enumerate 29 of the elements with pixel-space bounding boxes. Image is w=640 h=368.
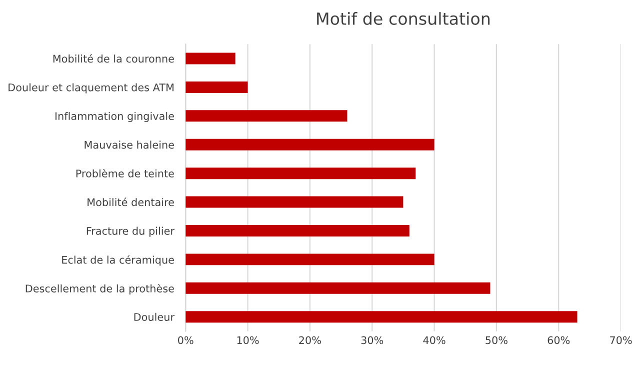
bar [186,52,236,64]
bar [186,81,248,93]
x-tick-label: 60% [548,336,570,344]
x-tick-label: 20% [299,336,321,344]
y-tick-label: Descellement de la prothèse [26,284,174,294]
y-tick-label: Fracture du pilier [86,226,174,237]
bar [186,224,410,236]
y-tick-label: Mobilité dentaire [88,198,174,206]
bar [186,196,404,208]
x-tick-label: 0% [178,336,194,344]
y-tick-label: Douleur et claquement des ATM [8,83,174,94]
x-tick-label: 30% [361,336,384,344]
bar [186,138,434,150]
bar [186,282,490,294]
bar [186,168,416,180]
y-tick-label: Mobilité de la couronne [53,54,174,63]
y-tick-label: Mauvaise haleine [84,140,174,149]
y-tick-label: Douleur [134,312,174,321]
y-tick-label: Problème de teinte [76,168,174,178]
x-tick-label: 10% [237,336,259,344]
chart-title: Motif de consultation [317,12,490,25]
y-tick-label: Eclat de la céramique [62,255,174,266]
bar [186,254,434,266]
x-tick-label: 50% [486,336,508,344]
bar [186,110,348,122]
y-tick-label: Inflammation gingivale [55,112,174,122]
x-tick-label: 70% [610,336,632,344]
x-tick-label: 40% [423,336,446,344]
bar [186,311,578,323]
